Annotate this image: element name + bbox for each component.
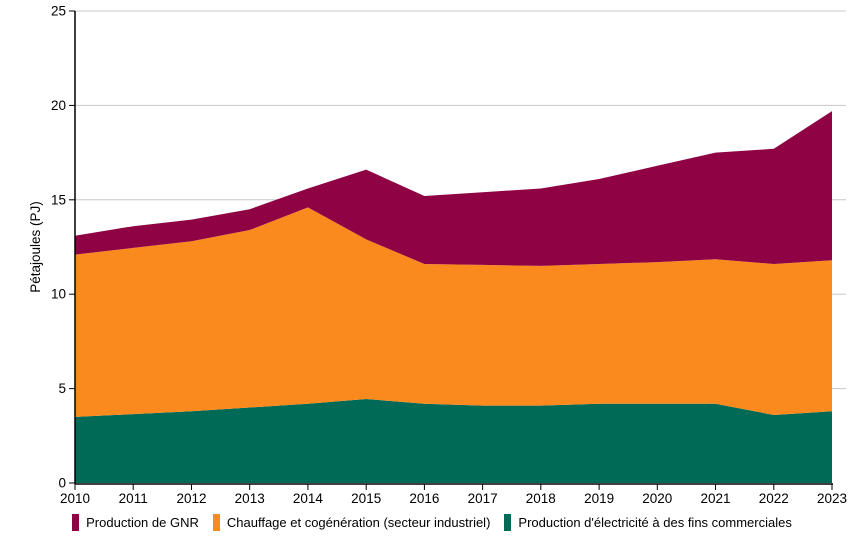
chart-legend: Production de GNR Chauffage et cogénérat…	[0, 514, 864, 531]
area-series-1	[75, 207, 832, 417]
x-tick-label: 2018	[526, 491, 556, 506]
y-tick-label: 5	[58, 381, 66, 396]
legend-item-electricite-commerciale: Production d'électricité à des fins comm…	[504, 514, 792, 531]
legend-swatch-chauffage-cogeneration	[212, 514, 220, 531]
y-tick-label: 10	[51, 287, 66, 302]
area-series-0	[75, 399, 832, 483]
y-tick-label: 25	[51, 4, 66, 19]
x-tick-label: 2012	[176, 491, 206, 506]
legend-label-electricite-commerciale: Production d'électricité à des fins comm…	[518, 515, 792, 530]
area-series-2	[75, 111, 832, 266]
x-tick-label: 2020	[642, 491, 672, 506]
legend-label-production-gnr: Production de GNR	[86, 515, 199, 530]
stacked-area-plot: 0 5 10 15 20 25 2010 2011 2012 2013 2014 2015 2016 20…	[28, 4, 847, 507]
x-tick-label: 2023	[817, 491, 847, 506]
x-tick-label: 2010	[60, 491, 90, 506]
legend-item-production-gnr: Production de GNR	[72, 514, 199, 531]
y-axis-title: Pétajoules (PJ)	[28, 201, 43, 293]
x-tick-label: 2016	[409, 491, 439, 506]
x-tick-label: 2021	[700, 491, 730, 506]
x-tick-label: 2022	[759, 491, 789, 506]
legend-label-chauffage-cogeneration: Chauffage et cogénération (secteur indus…	[226, 515, 491, 530]
x-tick-label: 2019	[584, 491, 614, 506]
x-tick-label: 2017	[468, 491, 498, 506]
y-tick-label: 0	[58, 476, 66, 491]
x-tick-label: 2014	[293, 491, 324, 506]
x-tick-label: 2013	[235, 491, 265, 506]
y-tick-label: 20	[51, 98, 66, 113]
y-tick-label: 15	[51, 192, 66, 207]
x-tick-label: 2011	[119, 491, 148, 506]
legend-item-chauffage-cogeneration: Chauffage et cogénération (secteur indus…	[212, 514, 491, 531]
x-tick-label: 2015	[351, 491, 381, 506]
legend-swatch-production-gnr	[72, 514, 80, 531]
legend-swatch-electricite-commerciale	[504, 514, 512, 531]
